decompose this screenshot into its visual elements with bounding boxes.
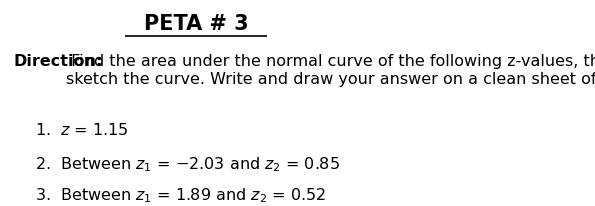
Text: 2.  Between $z_1$ = −2.03 and $z_2$ = 0.85: 2. Between $z_1$ = −2.03 and $z_2$ = 0.8… (35, 155, 340, 174)
Text: Find the area under the normal curve of the following z-values, then
sketch the : Find the area under the normal curve of … (66, 54, 595, 87)
Text: Direction:: Direction: (14, 54, 103, 69)
Text: 3.  Between $z_1$ = 1.89 and $z_2$ = 0.52: 3. Between $z_1$ = 1.89 and $z_2$ = 0.52 (35, 186, 327, 205)
Text: PETA # 3: PETA # 3 (143, 14, 248, 34)
Text: 1.  $z$ = 1.15: 1. $z$ = 1.15 (35, 122, 129, 138)
